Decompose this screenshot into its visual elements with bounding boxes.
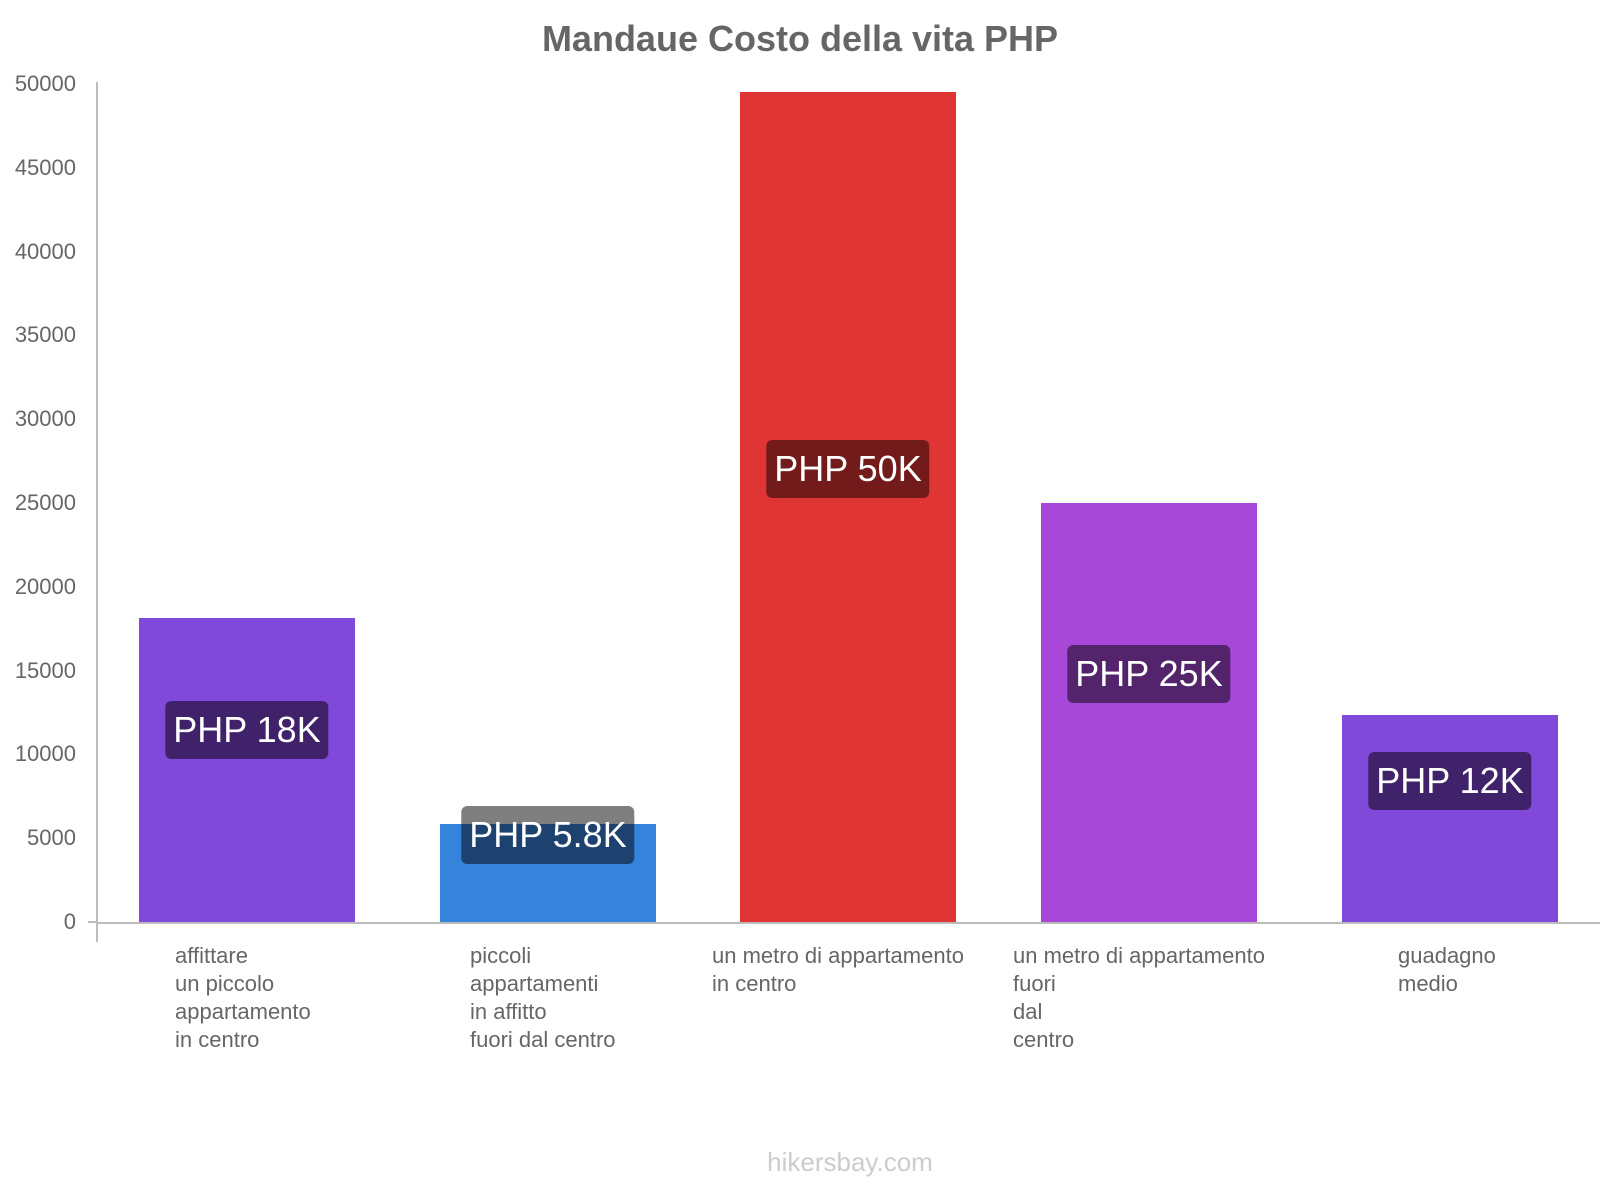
y-axis-line <box>96 82 98 942</box>
y-tick-label: 10000 <box>14 741 76 766</box>
value-label: PHP 50K <box>766 440 930 498</box>
x-category-label: guadagno medio <box>1398 943 1496 996</box>
y-tick-label: 30000 <box>14 406 76 431</box>
x-category-label: un metro di appartamento in centro <box>712 943 964 996</box>
y-tick-label: 40000 <box>14 239 76 264</box>
y-tick-label: 25000 <box>14 490 76 515</box>
bar-metro-fuori-centro <box>1041 503 1257 922</box>
x-axis-line <box>96 922 1600 924</box>
x-category-label: affittare un piccolo appartamento in cen… <box>175 943 311 1052</box>
value-label: PHP 18K <box>165 701 329 759</box>
y-tick-mark <box>88 921 97 923</box>
y-tick-label: 5000 <box>27 825 76 850</box>
footer-watermark: hikersbay.com <box>767 1147 933 1177</box>
value-label: PHP 12K <box>1368 752 1532 810</box>
y-tick-label: 35000 <box>14 322 76 347</box>
x-category-label: un metro di appartamento fuori dal centr… <box>1013 943 1265 1052</box>
chart-title: Mandaue Costo della vita PHP <box>541 18 1059 59</box>
y-tick-label: 50000 <box>14 71 76 96</box>
y-tick-label: 0 <box>63 909 76 934</box>
y-tick-label: 15000 <box>14 658 76 683</box>
y-tick-label: 45000 <box>14 155 76 180</box>
x-category-label: piccoli appartamenti in affitto fuori da… <box>470 943 616 1052</box>
y-tick-label: 20000 <box>14 574 76 599</box>
value-label: PHP 25K <box>1067 645 1231 703</box>
value-label: PHP 5.8K <box>461 806 635 864</box>
bar-guadagno-medio <box>1342 715 1558 922</box>
bar-affittare-centro <box>139 618 355 922</box>
bar-metro-centro <box>740 92 956 922</box>
